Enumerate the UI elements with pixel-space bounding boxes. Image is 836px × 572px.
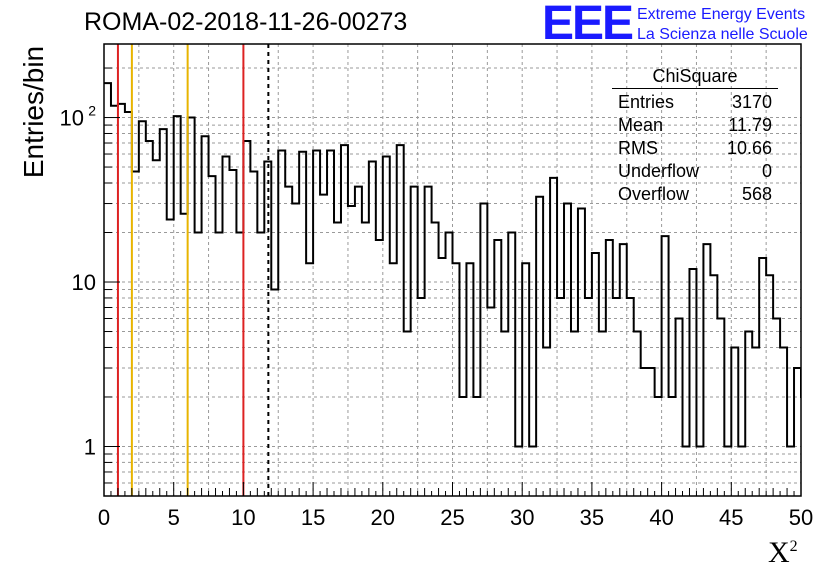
x-tick-label: 20 [371, 505, 395, 530]
stats-row: Mean 11.79 [618, 115, 772, 135]
stats-row: Entries 3170 [618, 92, 772, 112]
y-tick-label: 10 [72, 270, 96, 295]
histogram-line [104, 82, 801, 448]
histogram [104, 82, 801, 448]
x-tick-label: 25 [440, 505, 464, 530]
x-tick-label: 15 [301, 505, 325, 530]
x-tick-label: 35 [580, 505, 604, 530]
x-axis-label: X2 [768, 536, 798, 569]
x-tick-label: 30 [510, 505, 534, 530]
y-tick-label-exponent: 2 [88, 103, 96, 119]
marker-lines [116, 44, 270, 496]
logo-line-1: Extreme Energy Events [637, 6, 806, 23]
y-axis-label: Entries/bin [18, 45, 49, 179]
stats-row: Underflow 0 [618, 161, 772, 181]
stats-name: ChiSquare [612, 66, 778, 89]
x-tick-label: 10 [231, 505, 255, 530]
x-tick-label: 0 [98, 505, 110, 530]
x-tick-label: 45 [719, 505, 743, 530]
x-tick-label: 50 [789, 505, 813, 530]
y-tick-label: 10 [60, 106, 84, 131]
chart-title: ROMA-02-2018-11-26-00273 [84, 8, 408, 36]
x-tick-label: 5 [168, 505, 180, 530]
stats-row: RMS 10.66 [618, 138, 772, 158]
x-tick-label: 40 [649, 505, 673, 530]
y-tick-label: 1 [84, 434, 96, 459]
logo-line-2: La Scienza nelle Scuole [637, 26, 808, 43]
stats-row: Overflow 568 [618, 184, 772, 204]
eee-logo: EEE [542, 0, 634, 50]
grid [104, 44, 801, 496]
stats-box: ChiSquare Entries 3170 Mean 11.79 RMS 10.66… [612, 66, 778, 206]
